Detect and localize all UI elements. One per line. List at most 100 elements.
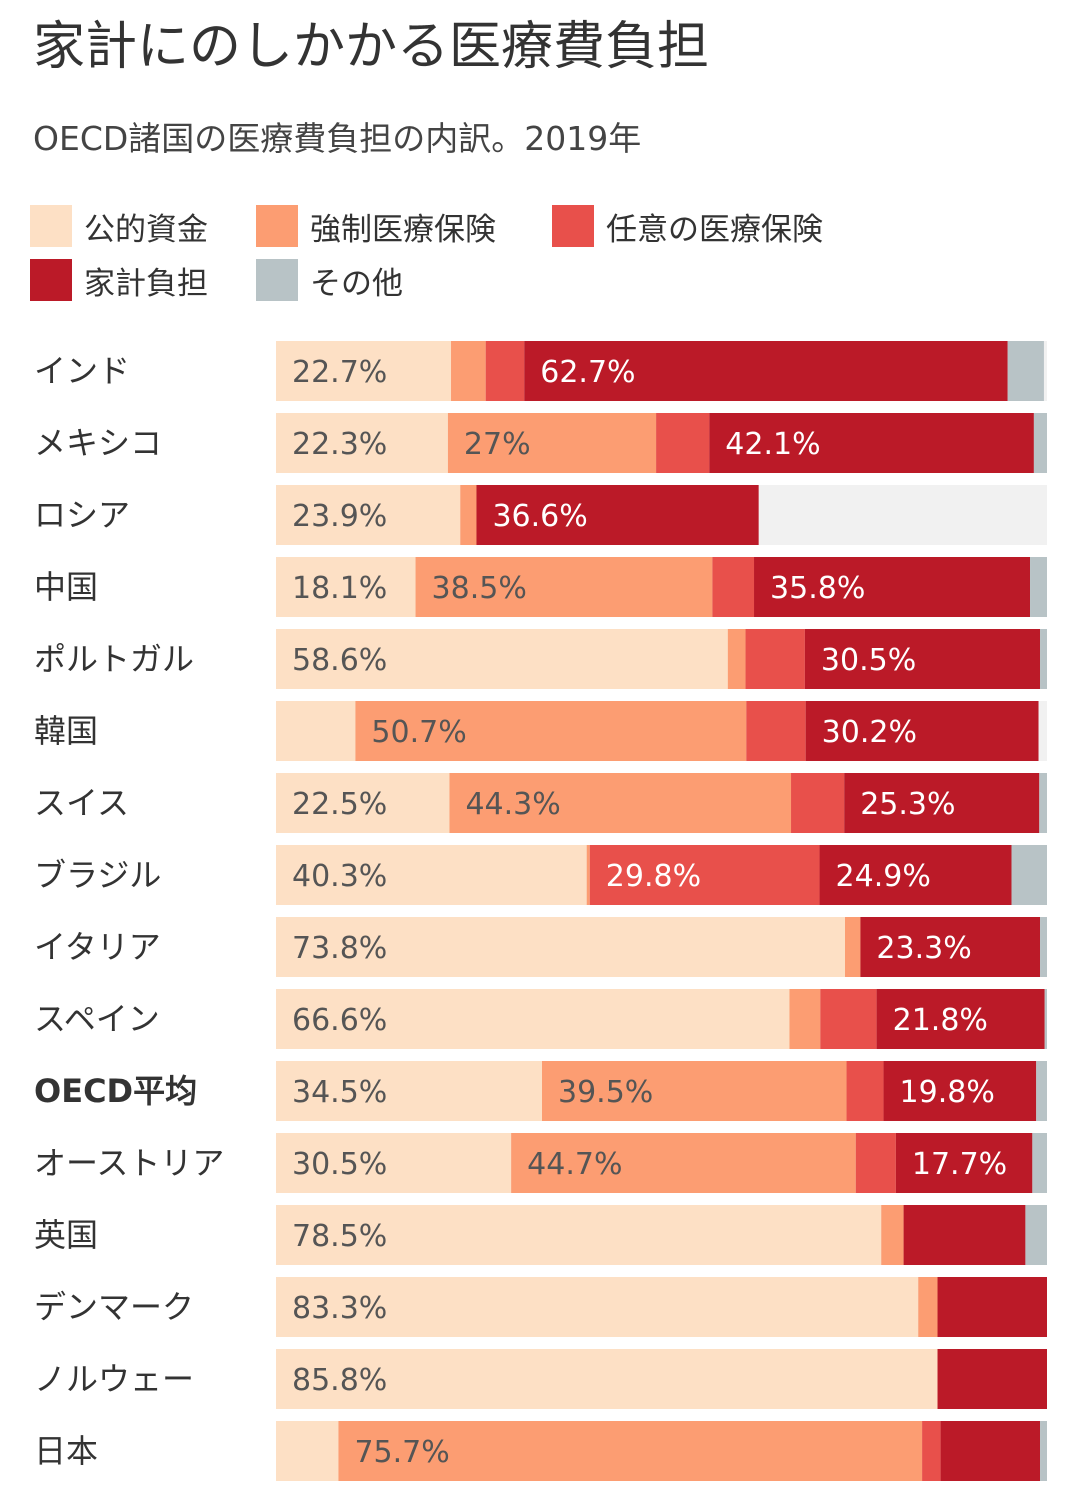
data-label: 40.3% — [292, 859, 387, 894]
data-label: 22.7% — [292, 355, 387, 390]
bar-row: 中国 18.1% 38.5% 35.8% — [34, 557, 1047, 617]
data-label: 23.9% — [292, 499, 387, 534]
bar-row: スペイン 66.6% 21.8% — [34, 989, 1047, 1049]
bar-row: メキシコ 22.3% 27% 42.1% — [34, 413, 1047, 473]
bar-segment-public — [276, 1133, 512, 1193]
bar-segment-compulsory — [881, 1205, 904, 1265]
bar-row: 日本 75.7% — [34, 1421, 1047, 1481]
bar-segment-other — [1025, 1205, 1047, 1265]
legend-label-household: 家計負担 — [84, 265, 208, 302]
bar-segment-compulsory — [355, 701, 747, 761]
bar-segment-household — [709, 413, 1034, 473]
chart-subtitle: OECD諸国の医療費負担の内訳。2019年 — [33, 119, 642, 158]
bar-segment-public — [276, 1349, 938, 1409]
bar-segment-compulsory — [338, 1421, 923, 1481]
data-label: 24.9% — [836, 859, 931, 894]
legend-label-public: 公的資金 — [84, 211, 208, 248]
bar-segment-voluntary — [846, 1061, 884, 1121]
category-label: オーストリア — [34, 1144, 224, 1182]
data-label: 29.8% — [606, 859, 701, 894]
bar-segment-household — [819, 845, 1012, 905]
bar-segment-household — [883, 1061, 1037, 1121]
data-label: 19.8% — [900, 1075, 995, 1110]
bar-row: デンマーク 83.3% — [34, 1277, 1047, 1337]
bar-segment-public — [276, 989, 790, 1049]
bar-segment-public — [276, 1421, 339, 1481]
bar-segment-compulsory — [447, 413, 657, 473]
bar-row: ブラジル 40.3% 29.8% 24.9% — [34, 845, 1047, 905]
bar-segment-other — [1036, 1061, 1047, 1121]
category-label: メキシコ — [34, 424, 162, 462]
bar-segment-compulsory — [727, 629, 746, 689]
category-label: スペイン — [34, 1000, 160, 1038]
bar-segment-compulsory — [918, 1277, 938, 1337]
data-label: 35.8% — [770, 571, 865, 606]
bar-row: ポルトガル 58.6% 30.5% — [34, 629, 1047, 689]
data-label: 18.1% — [292, 571, 387, 606]
legend-swatch-compulsory — [256, 205, 298, 247]
bar-segment-voluntary — [485, 341, 525, 401]
category-label: スイス — [34, 784, 129, 822]
bar-segment-household — [844, 773, 1040, 833]
bar-segment-voluntary — [712, 557, 755, 617]
data-label: 25.3% — [860, 787, 955, 822]
bar-segment-compulsory — [449, 773, 792, 833]
data-label: 78.5% — [292, 1219, 387, 1254]
category-label: ノルウェー — [34, 1360, 194, 1398]
data-label: 30.2% — [822, 715, 917, 750]
legend-item-public: 公的資金 — [30, 204, 208, 248]
category-label: イタリア — [34, 928, 161, 966]
legend-label-other: その他 — [310, 265, 403, 302]
bar-row: 英国 78.5% — [34, 1205, 1047, 1265]
bar-segment-household — [860, 917, 1041, 977]
bar-segment-public — [276, 629, 728, 689]
bar-segment-household — [476, 485, 759, 545]
bar-segment-other — [1033, 413, 1047, 473]
bar-segment-voluntary — [656, 413, 710, 473]
data-label: 36.6% — [492, 499, 587, 534]
bar-segment-other — [1007, 341, 1044, 401]
bar-segment-other — [1030, 557, 1047, 617]
legend-item-compulsory: 強制医療保険 — [256, 204, 496, 248]
bar-segment-public — [276, 1205, 882, 1265]
chart-title: 家計にのしかかる医療費負担 — [33, 17, 710, 77]
bar-segment-other — [1044, 989, 1047, 1049]
legend-swatch-other — [256, 259, 298, 301]
bar-segment-compulsory — [542, 1061, 847, 1121]
bar-segment-voluntary — [922, 1421, 941, 1481]
data-label: 44.3% — [465, 787, 560, 822]
bar-segment-other — [1040, 917, 1047, 977]
bar-segment-household — [876, 989, 1045, 1049]
bar-segment-compulsory — [789, 989, 821, 1049]
bar-segment-household — [937, 1349, 1047, 1409]
category-label: 英国 — [34, 1216, 98, 1254]
bar-segment-household — [804, 629, 1041, 689]
bar-segment-household — [754, 557, 1031, 617]
data-label: 22.3% — [292, 427, 387, 462]
bar-segment-public — [276, 773, 450, 833]
data-label: 75.7% — [354, 1435, 449, 1470]
data-label: 30.5% — [292, 1147, 387, 1182]
bar-segment-other — [1032, 1133, 1047, 1193]
legend-swatch-household — [30, 259, 72, 301]
data-label: 34.5% — [292, 1075, 387, 1110]
bar-segment-household — [805, 701, 1039, 761]
data-label: 62.7% — [540, 355, 635, 390]
bar-segment-public — [276, 413, 448, 473]
bar-segment-voluntary — [589, 845, 820, 905]
category-label: OECD平均 — [34, 1072, 197, 1110]
bar-segment-public — [276, 1061, 542, 1121]
legend-item-other: その他 — [256, 258, 403, 302]
bar-row: インド 22.7% 62.7% — [34, 341, 1047, 401]
data-label: 50.7% — [371, 715, 466, 750]
bar-segment-other — [1040, 1421, 1047, 1481]
bar-row: オーストリア 30.5% 44.7% 17.7% — [34, 1133, 1047, 1193]
bar-segment-public — [276, 341, 452, 401]
bar-segment-other — [1039, 773, 1047, 833]
bar-segment-voluntary — [791, 773, 845, 833]
bar-segment-compulsory — [415, 557, 713, 617]
category-label: ブラジル — [34, 856, 161, 894]
legend-label-compulsory: 強制医療保険 — [310, 211, 496, 248]
data-label: 83.3% — [292, 1291, 387, 1326]
